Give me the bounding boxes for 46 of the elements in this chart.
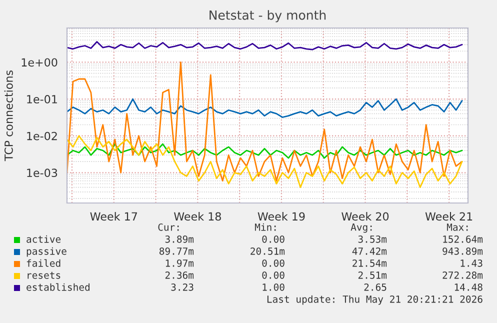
text: 0.00	[262, 235, 284, 243]
text: Avg:	[350, 224, 372, 233]
legend-label: passive	[26, 247, 66, 257]
text: 89.77m	[160, 247, 194, 255]
text: 14.48	[454, 283, 482, 291]
text: 943.89m	[442, 247, 483, 255]
text: 272.28m	[442, 271, 483, 279]
x-tick-label: Week 20	[342, 212, 389, 221]
x-tick-label: Week 21	[425, 212, 472, 221]
y-tick-label: 1e+00	[22, 58, 58, 67]
x-tick-label: Week 18	[174, 212, 221, 221]
x-tick-label: Week 19	[258, 212, 305, 221]
x-tick-label: Week 17	[90, 212, 137, 221]
chart-title: Netstat - by month	[210, 10, 326, 22]
text: Max:	[446, 224, 468, 231]
text: 2.51m	[358, 271, 387, 279]
text: 3.89m	[165, 235, 194, 243]
legend-label: resets	[28, 272, 60, 279]
text: 1.00	[262, 283, 284, 291]
text: 152.64m	[443, 235, 483, 243]
text: 20.51m	[250, 247, 285, 255]
text: Last update: Thu May 21 20:21:21 2026	[267, 295, 482, 305]
text: 21.54m	[352, 259, 387, 267]
legend-label: failed	[26, 259, 60, 267]
legend-label: active	[26, 235, 61, 243]
text: 1.43	[460, 259, 482, 267]
text: 2.36m	[165, 271, 194, 279]
y-tick-label: 1e-02	[27, 132, 57, 140]
line-series	[67, 135, 463, 188]
text: 0.00	[262, 259, 284, 267]
line-series	[67, 143, 463, 159]
text: 2.65	[364, 283, 386, 291]
text: 1.97m	[166, 259, 194, 267]
line-series	[67, 41, 463, 50]
text: Min:	[254, 223, 276, 231]
y-axis-title: TCP connections	[4, 70, 13, 162]
text: 47.42m	[352, 247, 387, 255]
line-series	[67, 98, 463, 118]
text: 0.00	[262, 271, 284, 279]
text: 3.23	[171, 283, 194, 291]
y-tick-label: 1e-03	[27, 168, 58, 178]
text: Cur:	[158, 223, 179, 231]
y-tick-label: 1e-01	[27, 95, 57, 104]
line-series	[67, 62, 463, 182]
legend-label: established	[26, 283, 90, 291]
text: 3.53m	[358, 235, 387, 243]
